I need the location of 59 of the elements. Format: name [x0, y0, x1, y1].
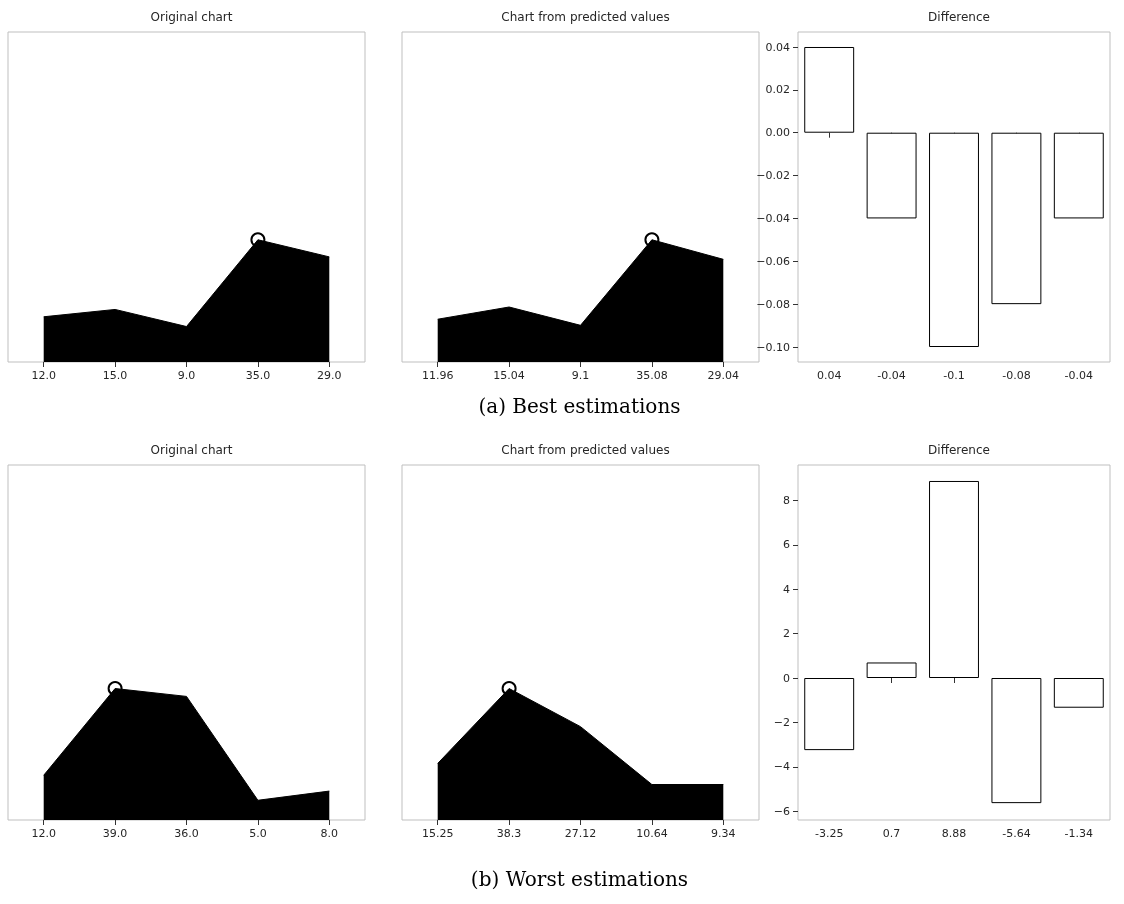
x-tick-label: 15.04 — [493, 369, 525, 382]
x-tick-label: 35.08 — [636, 369, 668, 382]
chart-title: Chart from predicted values — [501, 10, 670, 24]
x-tick-label: 38.3 — [496, 827, 522, 840]
y-tick-label: −0.10 — [756, 340, 790, 354]
x-tick-label: 27.12 — [564, 827, 597, 840]
y-tick-label: −6 — [773, 804, 790, 818]
x-tick-label: -0.04 — [1064, 369, 1094, 382]
x-tick-label: -1.34 — [1064, 827, 1094, 840]
x-tick-label: 29.0 — [317, 369, 342, 382]
y-tick-label: −4 — [773, 760, 790, 774]
y-tick-label: 0.04 — [765, 40, 790, 54]
y-tick-label: 2 — [783, 627, 790, 641]
y-tick-label: −2 — [773, 715, 790, 729]
x-tick-label: 15.25 — [421, 827, 454, 840]
text: (a) Best estimations — [478, 394, 681, 418]
y-tick-label: 8 — [783, 494, 790, 507]
chart-title: Original chart — [150, 10, 233, 24]
y-tick-label: 0.00 — [765, 126, 790, 140]
chart-title: Difference — [928, 10, 990, 24]
x-tick-label: -0.04 — [877, 369, 906, 382]
chart-title: Chart from predicted values — [501, 443, 670, 457]
y-tick-label: 0 — [783, 671, 790, 685]
x-tick-label: 39.0 — [102, 827, 128, 840]
bar — [991, 678, 1042, 804]
x-tick-label: 12.0 — [31, 827, 56, 840]
bar — [929, 480, 979, 678]
chart-title: Original chart — [150, 443, 233, 457]
x-tick-label: -5.64 — [1002, 827, 1031, 840]
chart-title: Difference — [928, 443, 990, 457]
y-tick-label: −0.08 — [756, 297, 790, 311]
y-tick-label: 4 — [783, 582, 790, 596]
bar — [1053, 678, 1104, 708]
x-tick-label: 10.64 — [636, 827, 668, 840]
x-tick-label: 9.1 — [571, 369, 590, 382]
x-tick-label: -0.08 — [1002, 369, 1031, 382]
y-tick-label: −0.02 — [756, 169, 790, 183]
text: (b) Worst estimations — [470, 867, 689, 891]
x-tick-label: 5.0 — [249, 827, 267, 840]
y-tick-label: −0.06 — [756, 254, 790, 268]
x-tick-label: -3.25 — [814, 827, 844, 840]
y-tick-label: 6 — [783, 538, 790, 552]
bar — [804, 678, 855, 751]
x-tick-label: 9.34 — [711, 827, 736, 840]
x-tick-label: 8.88 — [941, 827, 967, 840]
x-tick-label: 36.0 — [174, 827, 199, 840]
bar — [866, 662, 917, 678]
x-tick-label: 15.0 — [102, 369, 128, 382]
x-tick-label: 12.0 — [31, 369, 56, 382]
x-tick-label: 0.04 — [816, 369, 842, 382]
x-tick-label: 9.0 — [177, 369, 196, 382]
x-tick-label: 8.0 — [320, 827, 339, 840]
y-tick-label: −0.04 — [756, 211, 790, 225]
y-tick-label: 0.02 — [765, 83, 790, 97]
x-tick-label: 11.96 — [421, 369, 454, 382]
x-tick-label: 0.7 — [882, 827, 901, 840]
x-tick-label: -0.1 — [943, 369, 965, 382]
x-tick-label: 35.0 — [245, 369, 271, 382]
x-tick-label: 29.04 — [707, 369, 740, 382]
